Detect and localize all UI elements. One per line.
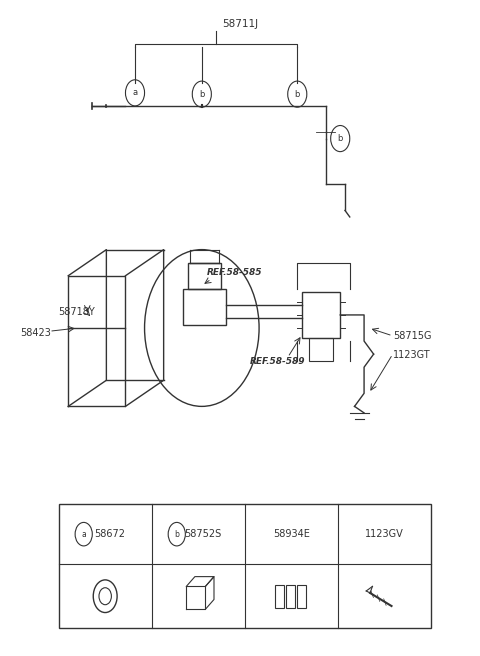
Text: 58672: 58672 xyxy=(95,529,125,539)
Bar xyxy=(286,585,295,608)
Text: 58718Y: 58718Y xyxy=(59,306,96,317)
Text: a: a xyxy=(81,529,86,539)
Text: REF.58-585: REF.58-585 xyxy=(206,268,262,277)
Bar xyxy=(302,292,340,338)
Bar xyxy=(183,289,226,325)
Text: REF.58-589: REF.58-589 xyxy=(250,358,305,367)
Bar xyxy=(188,262,221,289)
Text: 1123GT: 1123GT xyxy=(393,350,431,360)
Text: a: a xyxy=(132,89,138,97)
Text: 58715G: 58715G xyxy=(393,331,431,341)
Bar xyxy=(275,585,284,608)
Text: b: b xyxy=(337,134,343,143)
Bar xyxy=(297,585,306,608)
Text: 58423: 58423 xyxy=(21,327,51,338)
Text: b: b xyxy=(295,90,300,98)
Text: 58934E: 58934E xyxy=(273,529,310,539)
Text: b: b xyxy=(174,529,179,539)
Text: 58752S: 58752S xyxy=(184,529,222,539)
Bar xyxy=(59,504,431,628)
Text: 58711J: 58711J xyxy=(222,19,258,29)
Text: 1123GV: 1123GV xyxy=(365,529,404,539)
Bar xyxy=(309,338,333,361)
Text: b: b xyxy=(199,90,204,98)
